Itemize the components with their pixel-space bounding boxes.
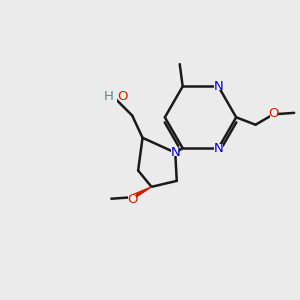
FancyBboxPatch shape <box>102 95 117 103</box>
Text: N: N <box>170 146 180 159</box>
Text: O: O <box>117 90 128 103</box>
FancyBboxPatch shape <box>270 111 277 118</box>
Text: O: O <box>128 193 138 206</box>
FancyBboxPatch shape <box>128 194 136 201</box>
Polygon shape <box>131 187 152 199</box>
FancyBboxPatch shape <box>214 144 223 152</box>
Text: N: N <box>214 80 223 93</box>
Text: N: N <box>214 142 223 155</box>
Text: H: H <box>103 90 113 103</box>
FancyBboxPatch shape <box>171 149 179 156</box>
FancyBboxPatch shape <box>214 82 223 90</box>
Text: O: O <box>268 107 279 120</box>
